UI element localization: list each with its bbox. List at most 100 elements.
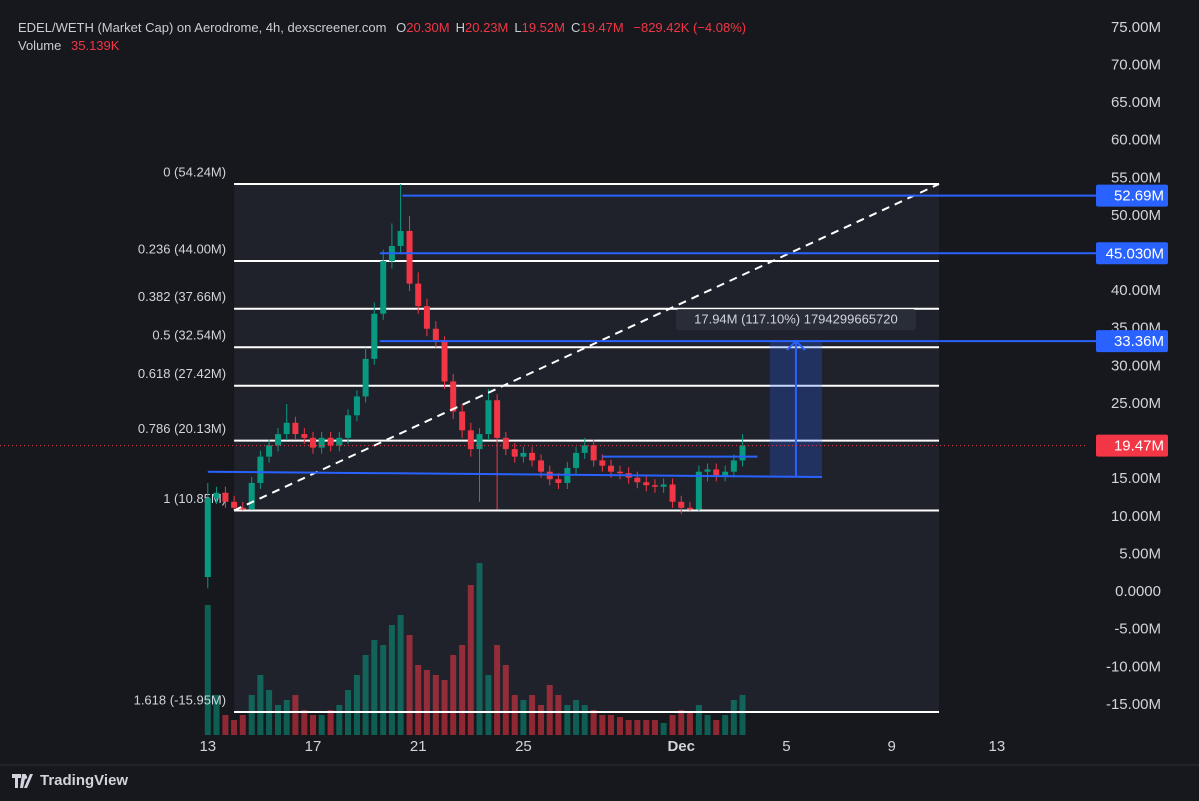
volume-bar [397, 615, 404, 735]
fib-label: 0.236 (44.00M) [138, 241, 226, 256]
candle-body [599, 460, 606, 466]
volume-bar [222, 715, 229, 735]
volume-bar [704, 715, 711, 735]
candle-body [283, 422, 290, 435]
legend-key: C [570, 20, 581, 35]
volume-bar [301, 710, 308, 735]
volume-bar [730, 700, 737, 735]
support-line [207, 470, 822, 478]
brand[interactable]: TradingView [12, 772, 128, 789]
candle-body [266, 445, 273, 457]
volume-bar [415, 665, 422, 735]
volume-bar [362, 655, 369, 735]
candle-body [538, 460, 545, 472]
volume-bar [538, 705, 545, 735]
measure-label-box [675, 309, 916, 331]
volume-bar [450, 655, 457, 735]
candle-body [450, 381, 457, 412]
candle-body [485, 400, 492, 435]
candle-body [371, 313, 378, 359]
candle-body [239, 507, 246, 510]
brand-name: TradingView [40, 772, 129, 789]
y-tick-label: 25.00M [1111, 395, 1161, 412]
candle-body [415, 283, 422, 307]
y-tick-label: 15.00M [1111, 470, 1161, 487]
volume-bar [546, 685, 553, 735]
volume-bar [678, 710, 685, 735]
x-tick-label: 9 [888, 738, 896, 755]
volume-bar [739, 695, 746, 735]
candle-body [529, 452, 536, 461]
candle-body [222, 492, 229, 502]
volume-bar [485, 675, 492, 735]
ohlc-legend: O20.30M H20.23M L19.52M C19.47M [390, 20, 624, 35]
candle-body [502, 437, 509, 450]
candle-body [616, 471, 623, 474]
volume-bar [695, 705, 702, 735]
x-tick-label: 25 [515, 738, 532, 755]
volume-bar [651, 720, 658, 735]
volume-bar [423, 670, 430, 735]
candle-body [722, 471, 729, 476]
volume-bar [555, 695, 562, 735]
volume-bar [722, 715, 729, 735]
volume-bar [283, 700, 290, 735]
volume-bar [204, 605, 211, 735]
legend-value: 19.47M [580, 20, 624, 35]
volume-bar [353, 675, 360, 735]
volume-bar [248, 695, 255, 735]
volume-bar [669, 715, 676, 735]
candle-body [257, 456, 264, 483]
volume-bar [494, 645, 501, 735]
candle-body [459, 411, 466, 431]
legend-value: 20.23M [465, 20, 509, 35]
y-tick-label: -5.00M [1114, 621, 1161, 638]
y-tick-label: 70.00M [1111, 56, 1161, 73]
candle-body [695, 471, 702, 510]
volume-bar [380, 645, 387, 735]
candle-body [634, 477, 641, 483]
candle-body [397, 230, 404, 247]
x-tick-label: 5 [782, 738, 790, 755]
volume-bar [713, 720, 720, 735]
volume-bar [388, 625, 395, 735]
y-tick-label: 55.00M [1111, 169, 1161, 186]
candle-body [310, 437, 317, 448]
fib-label: 0.5 (32.54M) [152, 328, 226, 343]
volume-bar [292, 695, 299, 735]
candle-body [423, 306, 430, 329]
price-tag-label: 45.030M [1106, 245, 1164, 262]
price-tag-label: 52.69M [1114, 188, 1164, 205]
fib-label: 0.786 (20.13M) [138, 421, 226, 436]
candle-body [213, 492, 220, 499]
candle-body [275, 434, 282, 446]
candle-body [353, 396, 360, 416]
volume-bar [608, 715, 615, 735]
candle-body [318, 437, 325, 448]
candle-body [555, 479, 562, 483]
x-tick-label: 17 [305, 738, 322, 755]
price-tag [1096, 330, 1168, 353]
y-tick-label: -15.00M [1106, 696, 1161, 713]
legend-key: H [455, 20, 465, 35]
y-tick-label: -10.00M [1106, 658, 1161, 675]
candle-body [511, 449, 518, 457]
candle-body [730, 460, 737, 472]
volume-bar [239, 715, 246, 735]
volume-bar [318, 715, 325, 735]
candle-body [336, 437, 343, 446]
volume-bar [502, 665, 509, 735]
volume-bar [625, 720, 632, 735]
volume-bar [599, 715, 606, 735]
price-tag-label: 33.36M [1114, 333, 1164, 350]
y-tick-label: 65.00M [1111, 94, 1161, 111]
candle-body [292, 422, 299, 435]
volume-label: Volume [18, 38, 62, 53]
x-tick-label: 21 [410, 738, 427, 755]
candle-body [301, 434, 308, 438]
volume-bar [275, 705, 282, 735]
volume-bar [476, 563, 483, 735]
volume-bar [441, 680, 448, 735]
volume-bar [634, 720, 641, 735]
volume-bar [511, 695, 518, 735]
